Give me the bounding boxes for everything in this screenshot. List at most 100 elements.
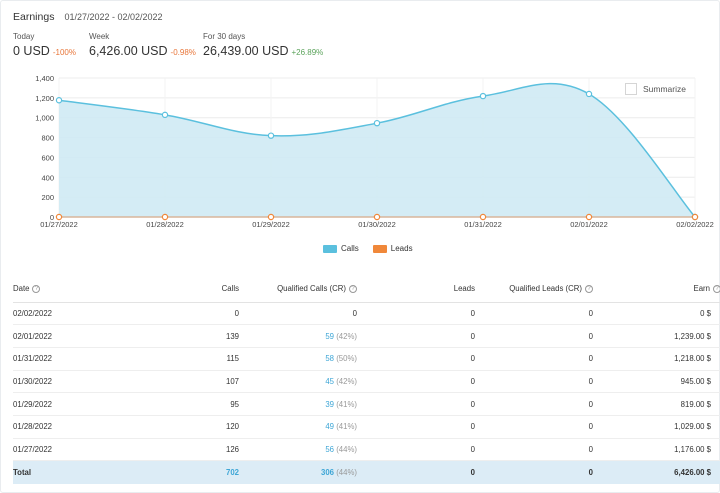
summarize-toggle[interactable]: Summarize [625,83,686,95]
earnings-chart: 1,400 1,200 1,000 800 600 400 200 001/27/2022 01… [35,74,714,229]
y-tick-label: 800 [41,134,54,143]
stat-change: -100% [52,48,76,57]
cell-leads: 0 [357,392,475,416]
legend-label-leads: Leads [390,244,413,253]
cell-date: 01/29/2022 [13,392,133,416]
qualified-calls-value[interactable]: 58 [325,354,335,364]
x-tick-label: 01/29/2022 [252,220,290,229]
cell-qualified-calls: 56 (44%) [239,438,357,462]
total-qualified-calls-cr: (44%) [336,467,357,477]
cell-calls[interactable]: 139 [133,324,239,348]
qualified-calls-cr: (41%) [336,399,357,409]
cell-calls[interactable]: 107 [133,370,239,394]
qualified-calls-value[interactable]: 49 [325,422,335,432]
cell-date: 02/02/2022 [13,302,133,326]
qualified-calls-value[interactable]: 59 [325,331,335,341]
legend-item-calls[interactable]: Calls [323,244,359,253]
cell-date: 01/30/2022 [13,370,133,394]
calls-point [479,92,487,100]
stat-30-days: For 30 days 26,439.00 USD +26.89% [203,32,323,58]
cell-leads: 0 [357,370,475,394]
table-total-row: Total 702 306 (44%) 0 0 6,426.00 $ [13,460,720,484]
table-row: 01/28/2022 120 49 (41%) 0 0 1,029.00 $ [13,415,720,439]
stat-value: 26,439.00 USD [203,44,289,58]
qualified-calls-cr: (42%) [336,376,357,386]
legend-swatch-calls [323,244,337,253]
y-tick-label: 1,400 [35,74,54,83]
col-qualified-leads[interactable]: Qualified Leads (CR)? [475,275,593,303]
cell-calls[interactable]: 126 [133,438,239,462]
qualified-calls-cr: (50%) [336,354,357,364]
y-tick-label: 0 [50,213,54,222]
stats-row: Today 0 USD -100% Week 6,426.00 USD -0.9… [13,32,323,58]
col-leads[interactable]: Leads [357,275,475,303]
summarize-checkbox[interactable] [625,83,637,95]
total-qualified-leads: 0 [475,460,593,484]
date-range[interactable]: 01/27/2022 - 02/02/2022 [64,12,163,22]
calls-point [161,111,169,119]
cell-qualified-leads: 0 [475,347,593,371]
earnings-title: Earnings [13,11,55,23]
y-tick-label: 200 [41,193,54,202]
cell-date: 01/31/2022 [13,347,133,371]
cell-earn: 1,176.00 $ [593,438,720,462]
qualified-calls-value[interactable]: 45 [325,376,335,386]
summarize-label: Summarize [643,84,686,94]
table-row: 01/27/2022 126 56 (44%) 0 0 1,176.00 $ [13,438,720,462]
cell-leads: 0 [357,302,475,326]
calls-point [55,97,63,104]
cell-qualified-calls: 59 (42%) [239,324,357,348]
cell-qualified-leads: 0 [475,370,593,394]
stat-value: 0 USD [13,44,50,58]
help-icon[interactable]: ? [349,284,357,293]
help-icon[interactable]: ? [32,284,41,293]
col-date[interactable]: Date? [13,275,133,303]
cell-earn: 1,239.00 $ [593,324,720,348]
x-tick-label: 01/31/2022 [464,220,502,229]
x-tick-label: 01/27/2022 [40,220,78,229]
chart-legend: Calls Leads [323,244,413,253]
y-tick-label: 600 [41,153,54,162]
qualified-calls-value[interactable]: 56 [325,444,335,454]
cell-leads: 0 [357,438,475,462]
table-row: 01/31/2022 115 58 (50%) 0 0 1,218.00 $ [13,347,720,371]
leads-point [691,213,699,221]
total-leads: 0 [357,460,475,484]
qualified-calls-value: 0 [352,308,357,318]
total-qualified-calls-value[interactable]: 306 [321,467,335,477]
cell-earn: 819.00 $ [593,392,720,416]
cell-calls[interactable]: 115 [133,347,239,371]
x-tick-label: 01/28/2022 [146,220,184,229]
calls-point [267,132,275,139]
cell-qualified-leads: 0 [475,438,593,462]
help-icon[interactable]: ? [585,284,593,293]
cell-qualified-calls: 0 [239,302,357,326]
cell-qualified-calls: 58 (50%) [239,347,357,371]
x-tick-label: 01/30/2022 [358,220,396,229]
leads-point [161,213,169,221]
cell-calls[interactable]: 95 [133,392,239,416]
cell-date: 01/27/2022 [13,438,133,462]
stat-label: For 30 days [203,32,246,41]
cell-earn: 1,218.00 $ [593,347,720,371]
col-qualified-calls[interactable]: Qualified Calls (CR)? [239,275,357,303]
earnings-table: Date? Calls Qualified Calls (CR)? Leads … [13,275,720,484]
cell-calls[interactable]: 120 [133,415,239,439]
qualified-calls-value[interactable]: 39 [325,399,335,409]
total-calls[interactable]: 702 [133,460,239,484]
legend-item-leads[interactable]: Leads [372,244,413,253]
cell-leads: 0 [357,347,475,371]
x-tick-label: 02/01/2022 [570,220,608,229]
legend-label-calls: Calls [341,244,359,253]
x-tick-label: 02/02/2022 [676,220,714,229]
table-row: 01/30/2022 107 45 (42%) 0 0 945.00 $ [13,370,720,394]
legend-swatch-leads [372,244,387,253]
col-earn[interactable]: Earn? [593,275,720,303]
qualified-calls-cr: (42%) [336,331,357,341]
y-tick-label: 400 [41,173,54,182]
stat-week: Week 6,426.00 USD -0.98% [89,32,203,58]
help-icon[interactable]: ? [713,284,720,293]
col-calls[interactable]: Calls [133,275,239,303]
cell-leads: 0 [357,415,475,439]
